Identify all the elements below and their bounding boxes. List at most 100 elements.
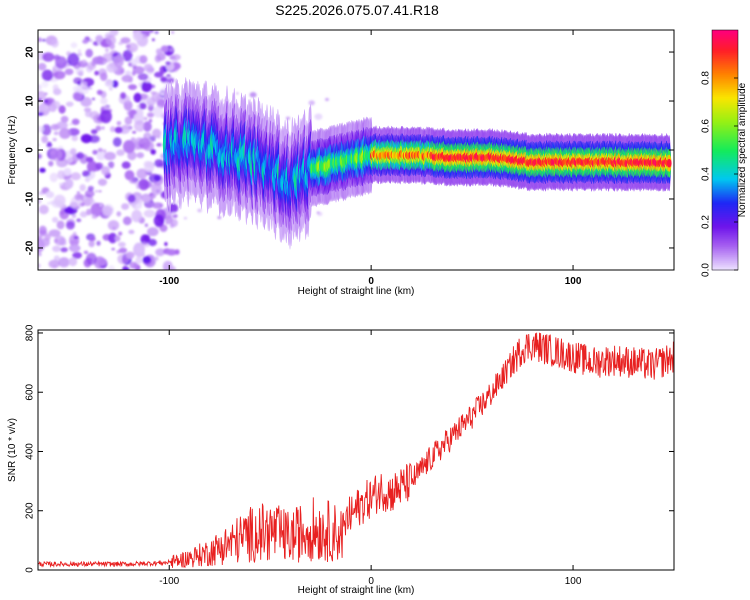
noise-blob-363 xyxy=(87,185,94,192)
noise-blob-512 xyxy=(45,191,55,199)
noise-blob-266 xyxy=(82,59,87,63)
noise-blob-445 xyxy=(64,68,74,76)
colorbar-step xyxy=(712,136,738,139)
noise-blob-478 xyxy=(127,194,136,203)
noise-blob-542 xyxy=(316,211,320,214)
colorbar-step xyxy=(712,124,738,127)
noise-blob-254 xyxy=(38,125,44,133)
noise-blob-169 xyxy=(112,137,122,147)
noise-blob-251 xyxy=(83,250,89,254)
noise-blob-277 xyxy=(154,31,159,34)
colorbar-step xyxy=(712,190,738,193)
noise-blob-454 xyxy=(49,200,55,205)
colorbar-step xyxy=(712,248,738,251)
noise-blob-319 xyxy=(79,211,88,218)
noise-blob-182 xyxy=(51,216,59,223)
noise-blob-388 xyxy=(108,232,118,244)
colorbar-step xyxy=(712,142,738,145)
noise-blob-449 xyxy=(147,227,159,237)
noise-blob-416 xyxy=(109,86,113,91)
ridge-blob-2084 xyxy=(666,158,672,168)
noise-blob-387 xyxy=(120,37,131,44)
noise-blob-429 xyxy=(126,42,139,53)
colorbar-step xyxy=(712,138,738,141)
noise-blob-174 xyxy=(96,257,107,267)
colorbar-step xyxy=(712,176,738,179)
noise-blob-43 xyxy=(127,150,137,161)
noise-blob-584 xyxy=(314,113,323,120)
noise-blob-112 xyxy=(38,252,42,257)
noise-blob-401 xyxy=(136,168,148,180)
noise-blob-334 xyxy=(171,31,175,34)
noise-blob-501 xyxy=(86,208,92,216)
spectrogram-y-tick-label: -10 xyxy=(25,191,36,206)
noise-blob-507 xyxy=(41,135,49,144)
noise-blob-403 xyxy=(143,121,152,132)
noise-blob-150 xyxy=(38,143,41,147)
noise-blob-292 xyxy=(166,249,178,256)
colorbar-step xyxy=(712,156,738,159)
colorbar-step xyxy=(712,132,738,135)
snr-y-tick-label: 0 xyxy=(25,567,36,573)
colorbar-step xyxy=(712,36,738,39)
colorbar-step xyxy=(712,70,738,73)
noise-blob-331 xyxy=(144,161,155,173)
noise-blob-482 xyxy=(90,199,96,204)
noise-blob-153 xyxy=(64,178,74,189)
colorbar: 0.0 0.2 0.4 0.6 0.8 Normalized spectral ampl… xyxy=(701,29,748,277)
noise-blob-107 xyxy=(41,124,52,136)
colorbar-step xyxy=(712,188,738,191)
noise-blob-467 xyxy=(165,220,171,225)
snr-y-tick-label: 200 xyxy=(25,502,36,519)
colorbar-step xyxy=(712,96,738,99)
colorbar-step xyxy=(712,110,738,113)
colorbar-step xyxy=(712,148,738,151)
noise-blob-426 xyxy=(96,89,103,96)
noise-blob-458 xyxy=(57,170,65,180)
colorbar-step xyxy=(712,38,738,41)
spectrogram-y-tick-label: 10 xyxy=(25,95,36,107)
noise-blob-470 xyxy=(160,45,169,53)
colorbar-tick-label: 0.4 xyxy=(701,167,712,181)
colorbar-step xyxy=(712,250,738,253)
colorbar-step xyxy=(712,84,738,87)
noise-blob-307 xyxy=(94,70,99,76)
noise-blob-276 xyxy=(52,84,59,91)
noise-blob-353 xyxy=(49,172,58,183)
noise-blob-487 xyxy=(132,131,137,134)
noise-blob-494 xyxy=(132,31,144,42)
colorbar-step xyxy=(712,86,738,89)
noise-blob-486 xyxy=(133,92,142,103)
noise-blob-2 xyxy=(116,211,122,217)
colorbar-step xyxy=(712,118,738,121)
colorbar-step xyxy=(712,172,738,175)
noise-blob-475 xyxy=(151,182,163,196)
noise-blob-134 xyxy=(41,69,54,82)
colorbar-step xyxy=(712,80,738,83)
noise-blob-335 xyxy=(143,209,156,218)
colorbar-step xyxy=(712,32,738,35)
colorbar-step xyxy=(712,258,738,261)
colorbar-step xyxy=(712,108,738,111)
colorbar-step xyxy=(712,120,738,123)
noise-blob-489 xyxy=(149,192,154,196)
noise-blob-374 xyxy=(84,110,93,118)
colorbar-step xyxy=(712,50,738,53)
noise-blob-381 xyxy=(82,170,91,177)
colorbar-label: Normalized spectral amplitude xyxy=(737,82,748,217)
noise-blob-106 xyxy=(46,202,51,205)
noise-blob-493 xyxy=(113,55,124,68)
colorbar-step xyxy=(712,154,738,157)
noise-blob-350 xyxy=(102,52,114,63)
colorbar-step xyxy=(712,208,738,211)
colorbar-step xyxy=(712,74,738,77)
noise-blob-188 xyxy=(52,137,57,142)
colorbar-step xyxy=(712,268,738,271)
noise-blob-341 xyxy=(89,236,96,242)
noise-blob-344 xyxy=(106,62,118,73)
noise-blob-391 xyxy=(153,105,164,118)
colorbar-frame xyxy=(711,29,739,271)
colorbar-step xyxy=(712,94,738,97)
spectrogram-y-label: Frequency (Hz) xyxy=(7,116,18,185)
colorbar-step xyxy=(712,184,738,187)
